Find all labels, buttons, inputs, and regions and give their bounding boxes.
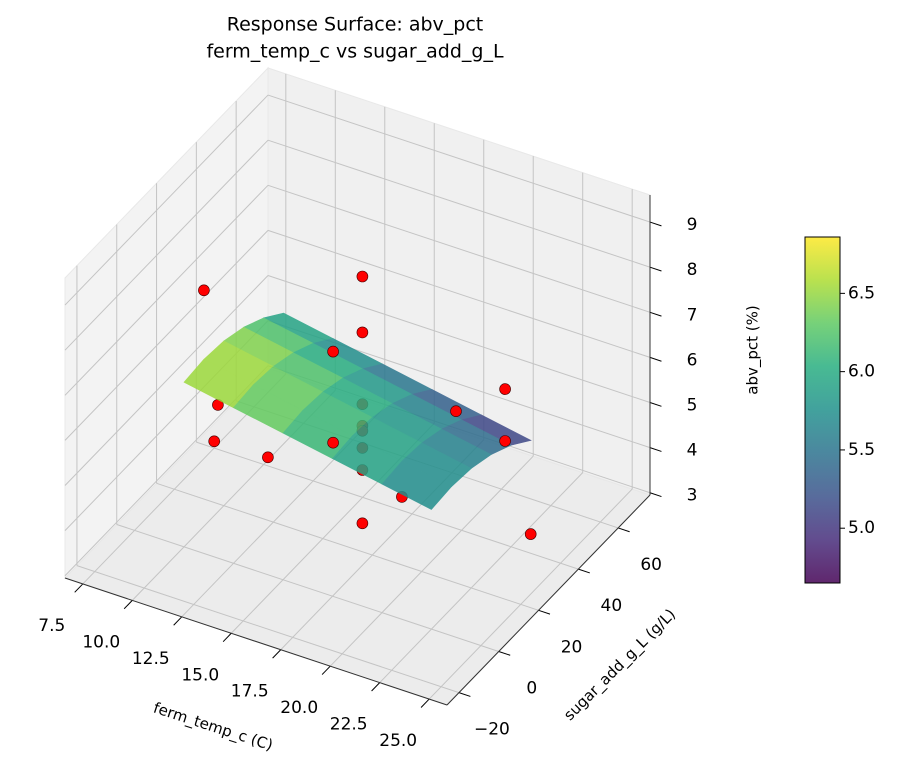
data-point [499,383,511,395]
grid-line [329,455,534,667]
z-tick-label: 5 [687,396,698,416]
y-tick-label: 40 [601,596,623,616]
tick-mark [649,447,662,452]
y-tick-label: 60 [640,555,662,575]
data-point [262,451,274,464]
data-point [356,270,369,283]
tick-mark [649,402,662,407]
grid-line [267,184,651,313]
tick-mark [371,682,381,692]
tick-mark [649,356,662,362]
tick-mark [74,583,84,593]
grid-line [64,230,269,441]
grid-line [267,229,651,358]
tick-mark [649,266,662,272]
grid-line [64,139,269,351]
tick-mark [538,609,551,615]
colorbar [804,236,841,584]
data-point [450,405,462,418]
z-tick-label: 4 [687,441,698,461]
z-tick-label: 8 [687,260,698,280]
tick-mark [649,221,662,227]
grid-line [196,441,579,570]
y-tick-label: −20 [474,720,510,740]
x-tick-label: 17.5 [231,682,269,702]
tick-mark [420,698,430,708]
grid-line [267,139,651,268]
z-tick-label: 9 [687,215,698,235]
colorbar-tick-label: 5.5 [848,440,875,460]
x-tick-label: 25.0 [379,731,417,751]
y-tick-label: 0 [526,678,537,698]
chart-title: Response Surface: abv_pct [227,14,484,36]
grid-line [267,275,651,403]
x-tick-label: 22.5 [330,715,368,735]
tick-mark [458,692,471,697]
tick-mark [649,311,662,317]
tick-mark [123,600,133,610]
surface-patch [381,460,452,510]
tick-mark [617,527,630,533]
grid-line [156,482,539,611]
grid-line [64,184,269,396]
data-point [499,435,511,447]
grid-line [116,523,499,652]
x-tick-label: 12.5 [132,649,170,669]
data-point [208,435,220,448]
data-point [327,345,339,358]
x-axis-label: ferm_temp_c (C) [151,699,275,756]
x-tick-label: 15.0 [181,665,219,685]
data-point [198,284,210,297]
tick-mark [649,492,662,498]
x-tick-label: 7.5 [38,616,65,636]
tick-mark [272,649,282,659]
grid-line [379,472,584,683]
tick-mark [498,650,511,656]
data-point [327,436,339,449]
colorbar-tick-label: 6.5 [848,283,875,303]
z-tick-label: 3 [687,486,698,506]
data-point [524,528,537,540]
tick-mark [222,632,232,643]
grid-line [64,275,269,486]
y-tick-label: 20 [561,637,583,657]
z-axis-label: abv_pct (%) [744,305,763,394]
grid-line [267,94,651,223]
y-axis-label: sugar_add_g_L (g/L) [560,605,680,725]
tick-mark [321,665,331,675]
data-point [356,326,369,339]
z-tick-label: 7 [687,305,698,325]
colorbar-tick-label: 6.0 [848,362,875,382]
tick-mark [173,616,183,626]
y-axis-line [446,494,651,706]
surface [183,312,532,510]
grid-line [428,488,633,700]
grid-line [76,565,460,694]
colorbar-tick-label: 5.0 [848,518,875,538]
data-point [356,517,369,530]
grid-line [64,94,269,306]
tick-mark [578,568,590,574]
x-tick-label: 20.0 [280,698,318,718]
x-tick-label: 10.0 [82,632,120,652]
z-tick-label: 6 [687,350,698,370]
chart-subtitle: ferm_temp_c vs sugar_add_g_L [206,41,504,63]
x-axis-line [64,577,448,706]
